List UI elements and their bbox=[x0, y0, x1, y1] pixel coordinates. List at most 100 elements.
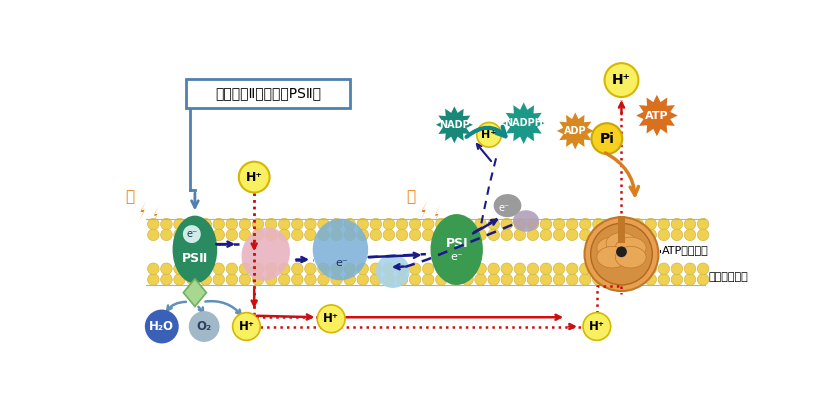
Circle shape bbox=[357, 263, 369, 275]
Circle shape bbox=[200, 229, 211, 241]
Circle shape bbox=[645, 263, 657, 275]
Circle shape bbox=[304, 263, 316, 275]
Text: チラコイド膜: チラコイド膜 bbox=[708, 272, 748, 282]
Text: NADP: NADP bbox=[439, 120, 470, 130]
Circle shape bbox=[698, 263, 709, 275]
Circle shape bbox=[685, 263, 696, 275]
Circle shape bbox=[252, 263, 264, 275]
Circle shape bbox=[304, 219, 316, 230]
Circle shape bbox=[278, 274, 290, 285]
Circle shape bbox=[632, 263, 644, 275]
Circle shape bbox=[616, 246, 627, 257]
Circle shape bbox=[265, 219, 277, 230]
Circle shape bbox=[488, 219, 499, 230]
Circle shape bbox=[317, 305, 345, 333]
Text: H₂O: H₂O bbox=[149, 320, 175, 333]
Circle shape bbox=[239, 162, 269, 193]
Circle shape bbox=[579, 274, 591, 285]
Circle shape bbox=[226, 263, 237, 275]
Circle shape bbox=[592, 123, 623, 154]
Circle shape bbox=[475, 219, 486, 230]
Circle shape bbox=[658, 274, 670, 285]
Circle shape bbox=[148, 229, 159, 241]
Circle shape bbox=[200, 219, 211, 230]
Ellipse shape bbox=[172, 216, 217, 283]
Ellipse shape bbox=[313, 219, 368, 280]
Circle shape bbox=[698, 229, 709, 241]
Text: H⁺: H⁺ bbox=[589, 320, 605, 333]
Circle shape bbox=[475, 229, 486, 241]
Circle shape bbox=[514, 219, 526, 230]
FancyBboxPatch shape bbox=[618, 216, 625, 242]
Circle shape bbox=[553, 219, 565, 230]
Circle shape bbox=[182, 224, 202, 244]
Circle shape bbox=[698, 274, 709, 285]
Circle shape bbox=[187, 263, 198, 275]
Circle shape bbox=[252, 274, 264, 285]
Ellipse shape bbox=[596, 237, 628, 259]
Circle shape bbox=[591, 223, 652, 285]
Circle shape bbox=[501, 219, 512, 230]
Circle shape bbox=[161, 229, 172, 241]
Circle shape bbox=[671, 274, 683, 285]
Circle shape bbox=[553, 263, 565, 275]
Circle shape bbox=[658, 229, 670, 241]
Circle shape bbox=[449, 219, 460, 230]
Circle shape bbox=[553, 274, 565, 285]
Circle shape bbox=[188, 311, 220, 342]
Circle shape bbox=[579, 263, 591, 275]
Circle shape bbox=[645, 219, 657, 230]
Circle shape bbox=[384, 263, 395, 275]
Circle shape bbox=[370, 219, 382, 230]
Circle shape bbox=[174, 229, 185, 241]
Text: e⁻: e⁻ bbox=[498, 203, 509, 213]
Circle shape bbox=[278, 219, 290, 230]
Circle shape bbox=[410, 263, 421, 275]
Circle shape bbox=[423, 274, 434, 285]
Circle shape bbox=[462, 219, 473, 230]
Ellipse shape bbox=[606, 232, 636, 254]
Text: H⁺: H⁺ bbox=[612, 73, 631, 87]
Text: PSI: PSI bbox=[446, 237, 468, 250]
Circle shape bbox=[658, 263, 670, 275]
Circle shape bbox=[583, 313, 610, 340]
Text: H⁺: H⁺ bbox=[246, 171, 263, 183]
Polygon shape bbox=[503, 102, 544, 144]
Polygon shape bbox=[557, 113, 594, 149]
Circle shape bbox=[475, 263, 486, 275]
Circle shape bbox=[410, 274, 421, 285]
Circle shape bbox=[370, 263, 382, 275]
Circle shape bbox=[317, 229, 330, 241]
Circle shape bbox=[344, 274, 356, 285]
Circle shape bbox=[226, 229, 237, 241]
Circle shape bbox=[685, 274, 696, 285]
Circle shape bbox=[449, 229, 460, 241]
Circle shape bbox=[605, 219, 617, 230]
Circle shape bbox=[605, 229, 617, 241]
Ellipse shape bbox=[615, 237, 646, 259]
Circle shape bbox=[540, 263, 552, 275]
Circle shape bbox=[344, 229, 356, 241]
Circle shape bbox=[605, 274, 617, 285]
Circle shape bbox=[436, 229, 447, 241]
Circle shape bbox=[148, 219, 159, 230]
Circle shape bbox=[291, 274, 303, 285]
Circle shape bbox=[397, 274, 408, 285]
Circle shape bbox=[239, 263, 251, 275]
Circle shape bbox=[475, 274, 486, 285]
Circle shape bbox=[501, 263, 512, 275]
Circle shape bbox=[488, 274, 499, 285]
Circle shape bbox=[462, 263, 473, 275]
Circle shape bbox=[477, 123, 501, 147]
Circle shape bbox=[685, 229, 696, 241]
Circle shape bbox=[291, 263, 303, 275]
Circle shape bbox=[278, 263, 290, 275]
Circle shape bbox=[265, 274, 277, 285]
Circle shape bbox=[357, 219, 369, 230]
Circle shape bbox=[527, 219, 539, 230]
Circle shape bbox=[317, 263, 330, 275]
Text: 光化学系Ⅱ複合体（PSⅡ）: 光化学系Ⅱ複合体（PSⅡ） bbox=[215, 86, 321, 100]
Text: ADP: ADP bbox=[564, 126, 587, 136]
Circle shape bbox=[632, 274, 644, 285]
Circle shape bbox=[370, 274, 382, 285]
